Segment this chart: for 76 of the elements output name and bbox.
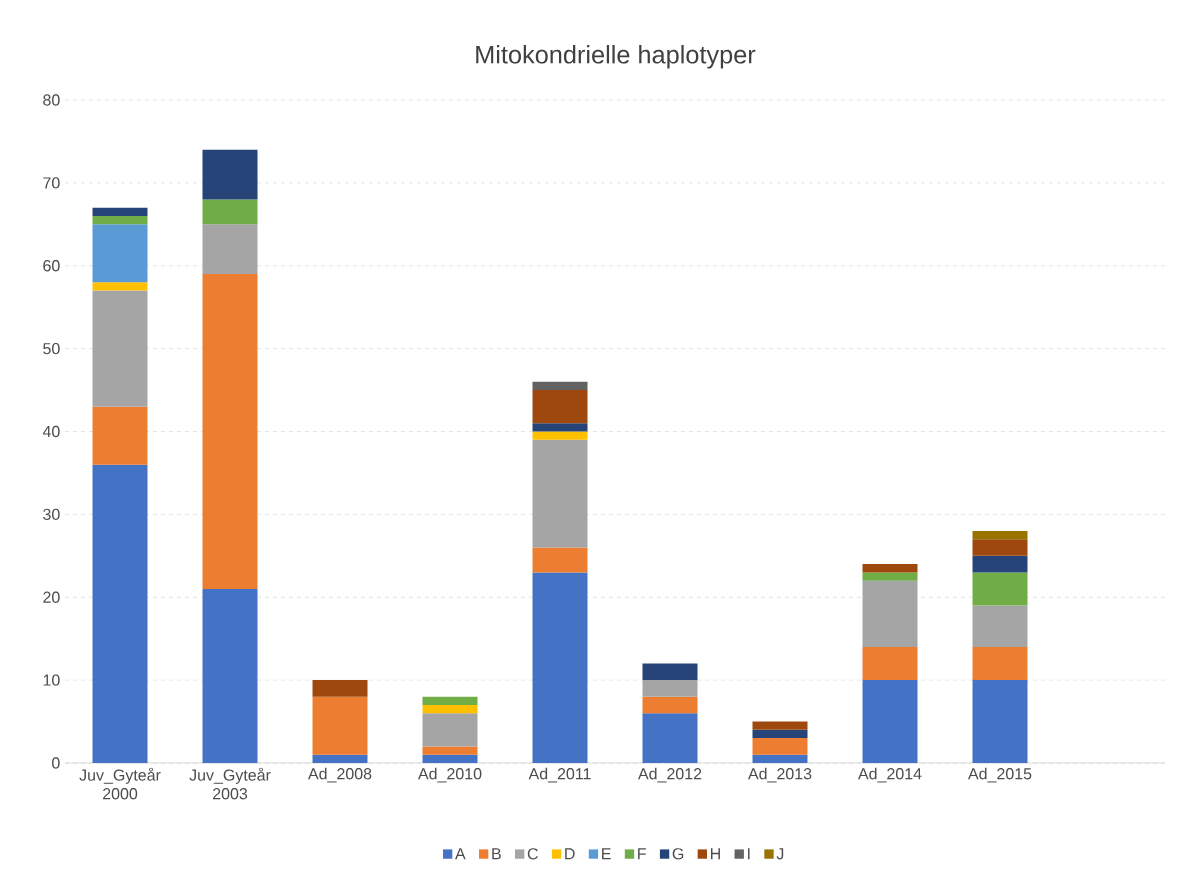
bar bbox=[752, 754, 808, 763]
bar bbox=[972, 572, 1028, 606]
bar bbox=[532, 423, 588, 432]
bar bbox=[202, 588, 258, 763]
bar bbox=[972, 539, 1028, 556]
y-tick-label: 60 bbox=[43, 260, 60, 272]
x-tick-label: Juv_Gyteår 2000 bbox=[79, 767, 161, 800]
bar bbox=[752, 729, 808, 739]
y-tick-label: 30 bbox=[43, 508, 60, 521]
bar bbox=[972, 605, 1028, 647]
bar bbox=[92, 464, 148, 763]
bar bbox=[92, 216, 148, 225]
bar bbox=[422, 746, 478, 755]
bar bbox=[422, 704, 478, 714]
x-tick-label: Ad_2011 bbox=[528, 767, 591, 783]
bar bbox=[862, 564, 918, 573]
bar bbox=[972, 680, 1028, 763]
bar bbox=[312, 754, 368, 763]
bar bbox=[532, 547, 588, 573]
bar bbox=[422, 713, 478, 747]
legend-label: G bbox=[672, 848, 684, 860]
bar bbox=[422, 696, 478, 705]
legend-label: F bbox=[638, 848, 646, 860]
bar bbox=[92, 207, 148, 217]
legend-label: D bbox=[565, 848, 575, 860]
legend-label: I bbox=[748, 848, 750, 860]
legend-label: J bbox=[776, 848, 784, 860]
bar bbox=[972, 555, 1028, 573]
y-tick-label: 0 bbox=[52, 757, 60, 769]
bar bbox=[642, 696, 698, 714]
bar bbox=[202, 224, 258, 275]
y-tick-label: 40 bbox=[42, 425, 60, 438]
bar bbox=[862, 580, 918, 647]
bar bbox=[532, 431, 588, 440]
x-tick-label: Juv_Gyteår 2003 bbox=[189, 767, 271, 800]
y-tick-label: 20 bbox=[43, 591, 60, 603]
bar bbox=[642, 680, 698, 697]
bar bbox=[532, 381, 588, 391]
legend-label: C bbox=[527, 848, 538, 860]
bar bbox=[92, 282, 148, 291]
legend-label: H bbox=[710, 848, 720, 860]
bar bbox=[862, 680, 918, 763]
bar bbox=[752, 721, 808, 730]
bar bbox=[752, 738, 808, 755]
bar bbox=[92, 290, 148, 407]
bar bbox=[312, 696, 368, 755]
bar bbox=[532, 439, 588, 548]
x-tick-label: Ad_2008 bbox=[308, 767, 372, 783]
bar bbox=[422, 754, 478, 763]
chart-title: Mitokondrielle haplotyper bbox=[476, 45, 756, 69]
bar bbox=[92, 406, 148, 465]
y-tick-label: 50 bbox=[43, 342, 60, 355]
x-tick-label: Ad_2012 bbox=[637, 767, 702, 783]
bar bbox=[312, 680, 368, 697]
bar bbox=[202, 199, 258, 225]
bar bbox=[642, 663, 698, 681]
x-tick-label: Ad_2013 bbox=[747, 767, 812, 783]
bar bbox=[972, 530, 1028, 540]
y-tick-label: 80 bbox=[43, 94, 60, 106]
bar bbox=[202, 149, 258, 200]
legend-label: B bbox=[492, 848, 501, 860]
legend-label: E bbox=[602, 848, 611, 860]
bar bbox=[862, 646, 918, 681]
bar bbox=[202, 274, 258, 589]
x-tick-label: Ad_2015 bbox=[967, 767, 1032, 783]
x-tick-label: Ad_2014 bbox=[857, 767, 922, 783]
bar bbox=[92, 224, 148, 283]
y-tick-label: 70 bbox=[43, 177, 60, 189]
bar bbox=[972, 646, 1028, 681]
bar bbox=[642, 713, 698, 763]
legend-label: A bbox=[455, 848, 466, 860]
bar bbox=[532, 390, 588, 424]
bar bbox=[532, 572, 588, 763]
bar bbox=[862, 572, 918, 581]
y-tick-label: 10 bbox=[43, 674, 60, 686]
x-tick-label: Ad_2010 bbox=[418, 767, 482, 783]
